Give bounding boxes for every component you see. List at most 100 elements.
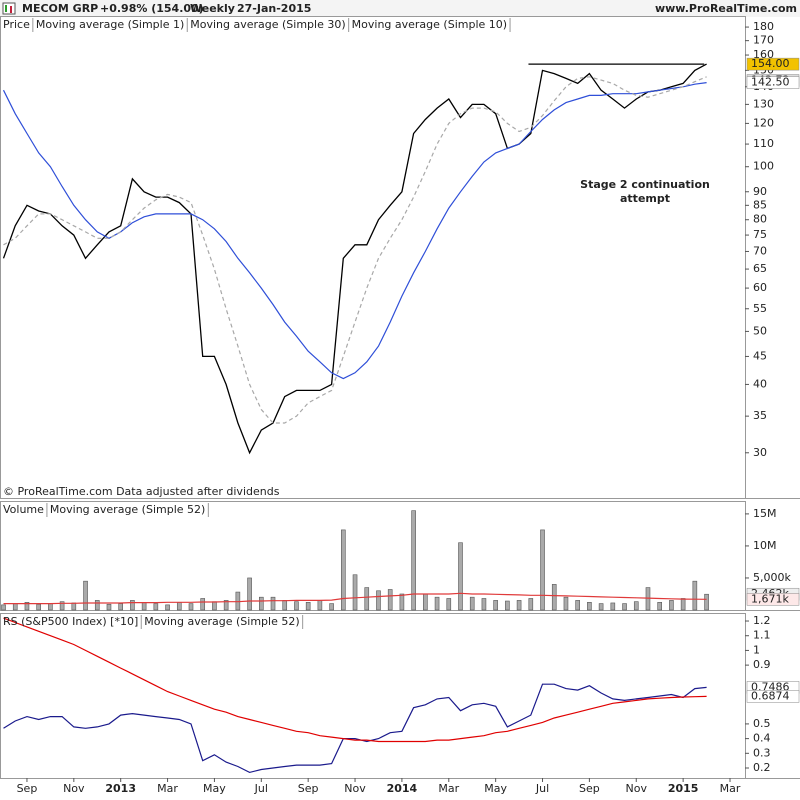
legend-entry: RS (S&P500 Index) [*10] [3,615,138,628]
y-tick-label: 55 [753,302,767,315]
y-tick-label: 0.3 [753,746,771,759]
panel-frame [0,501,746,611]
volume-bar [469,596,475,611]
series-line [3,683,707,774]
y-tick-label: 30 [753,446,767,459]
legend-entry: Moving average (Simple 52) [144,615,299,628]
series-line [3,592,707,605]
period: Weekly [190,2,235,15]
last-value-badge [746,690,800,703]
y-tick-label: 130 [753,97,774,110]
volume-bar [188,603,194,611]
volume-bar [282,600,288,611]
series-line [3,617,707,743]
last-value-label: 154.00 [751,57,790,70]
volume-bar [598,603,604,611]
volume-bar [200,598,206,611]
last-value-label: 1,671k [751,592,789,605]
volume-bar [411,510,416,611]
last-value-badge [746,57,800,71]
header-bar [0,0,800,17]
last-value-badge [746,76,800,89]
x-tick-label: Sep [579,782,600,795]
volume-bar [48,603,53,611]
x-tick-label: May [203,782,226,795]
volume-bar [294,601,299,611]
x-tick-label: 2013 [105,782,136,795]
volume-bar [540,529,545,611]
series-line [2,63,707,455]
y-tick-label: 120 [753,116,774,129]
volume-bar [364,587,370,611]
y-tick-label: 45 [753,349,767,362]
y-tick-label: 180 [753,20,774,33]
volume-bar [141,602,147,611]
y-tick-label: 50 [753,324,767,337]
legend-entry: Volume [3,503,44,516]
legend-entry: Moving average (Simple 1) [36,18,184,31]
y-tick-label: 0.2 [753,761,771,774]
x-tick-label: May [484,782,507,795]
y-tick-label: 100 [753,160,774,173]
last-value-label: 0.6874 [751,689,790,702]
volume-bar [212,601,217,611]
volume-bar [692,580,698,611]
y-tick-label: 1.1 [753,629,771,642]
y-tick-label: 40 [753,377,767,390]
volume-bar [24,602,30,611]
volume-bar [505,600,510,611]
y-tick-label: 70 [753,244,767,257]
footnote: © ProRealTime.com Data adjusted after di… [3,485,280,498]
y-tick-label: 170 [753,34,774,47]
volume-bar [575,600,580,611]
volume-bar [352,574,358,611]
x-tick-label: Mar [720,782,741,795]
x-tick-label: Jul [535,782,549,795]
volume-bar [481,598,487,611]
y-tick-label: 10M [753,539,777,552]
y-tick-label: 110 [753,137,774,150]
volume-bar [59,601,65,611]
volume-bar [247,577,252,611]
x-tick-label: Mar [438,782,459,795]
y-tick-label: 160 [753,48,774,61]
x-tick-label: Nov [63,782,85,795]
legend-entry: Moving average (Simple 52) [50,503,205,516]
legend-entry: Moving average (Simple 30) [190,18,345,31]
y-tick-label: 1 [753,643,760,656]
x-tick-label: Nov [626,782,648,795]
volume-bar [528,598,534,611]
x-tick-label: 2014 [387,782,418,795]
volume-bar [305,602,311,611]
header-icon [2,2,16,15]
series-line [2,82,707,380]
volume-bar [563,596,569,611]
x-tick-label: Sep [298,782,319,795]
volume-bar [458,542,463,611]
volume-bar [704,593,709,611]
last-value-badge [746,593,800,606]
volume-bar [259,596,264,611]
volume-bar [622,603,627,611]
volume-bar [493,600,498,611]
source: www.ProRealTime.com [655,2,797,15]
last-value-label: 142.50 [751,76,790,89]
instrument-name: MECOM GRP [22,2,98,15]
volume-bar [587,602,592,611]
y-tick-label: 0.5 [753,717,771,730]
legend-entry: Price [3,18,30,31]
volume-bar [36,603,41,611]
panel-frame [0,613,746,779]
volume-bar [83,580,88,611]
y-tick-label: 0.4 [753,732,771,745]
volume-bar [106,603,112,611]
y-tick-label: 80 [753,213,767,226]
y-tick-label: 15M [753,507,777,520]
series-line [3,76,707,424]
volume-bar [423,593,428,611]
volume-bar [610,602,616,611]
y-tick-label: 35 [753,409,767,422]
volume-bar [223,600,229,611]
